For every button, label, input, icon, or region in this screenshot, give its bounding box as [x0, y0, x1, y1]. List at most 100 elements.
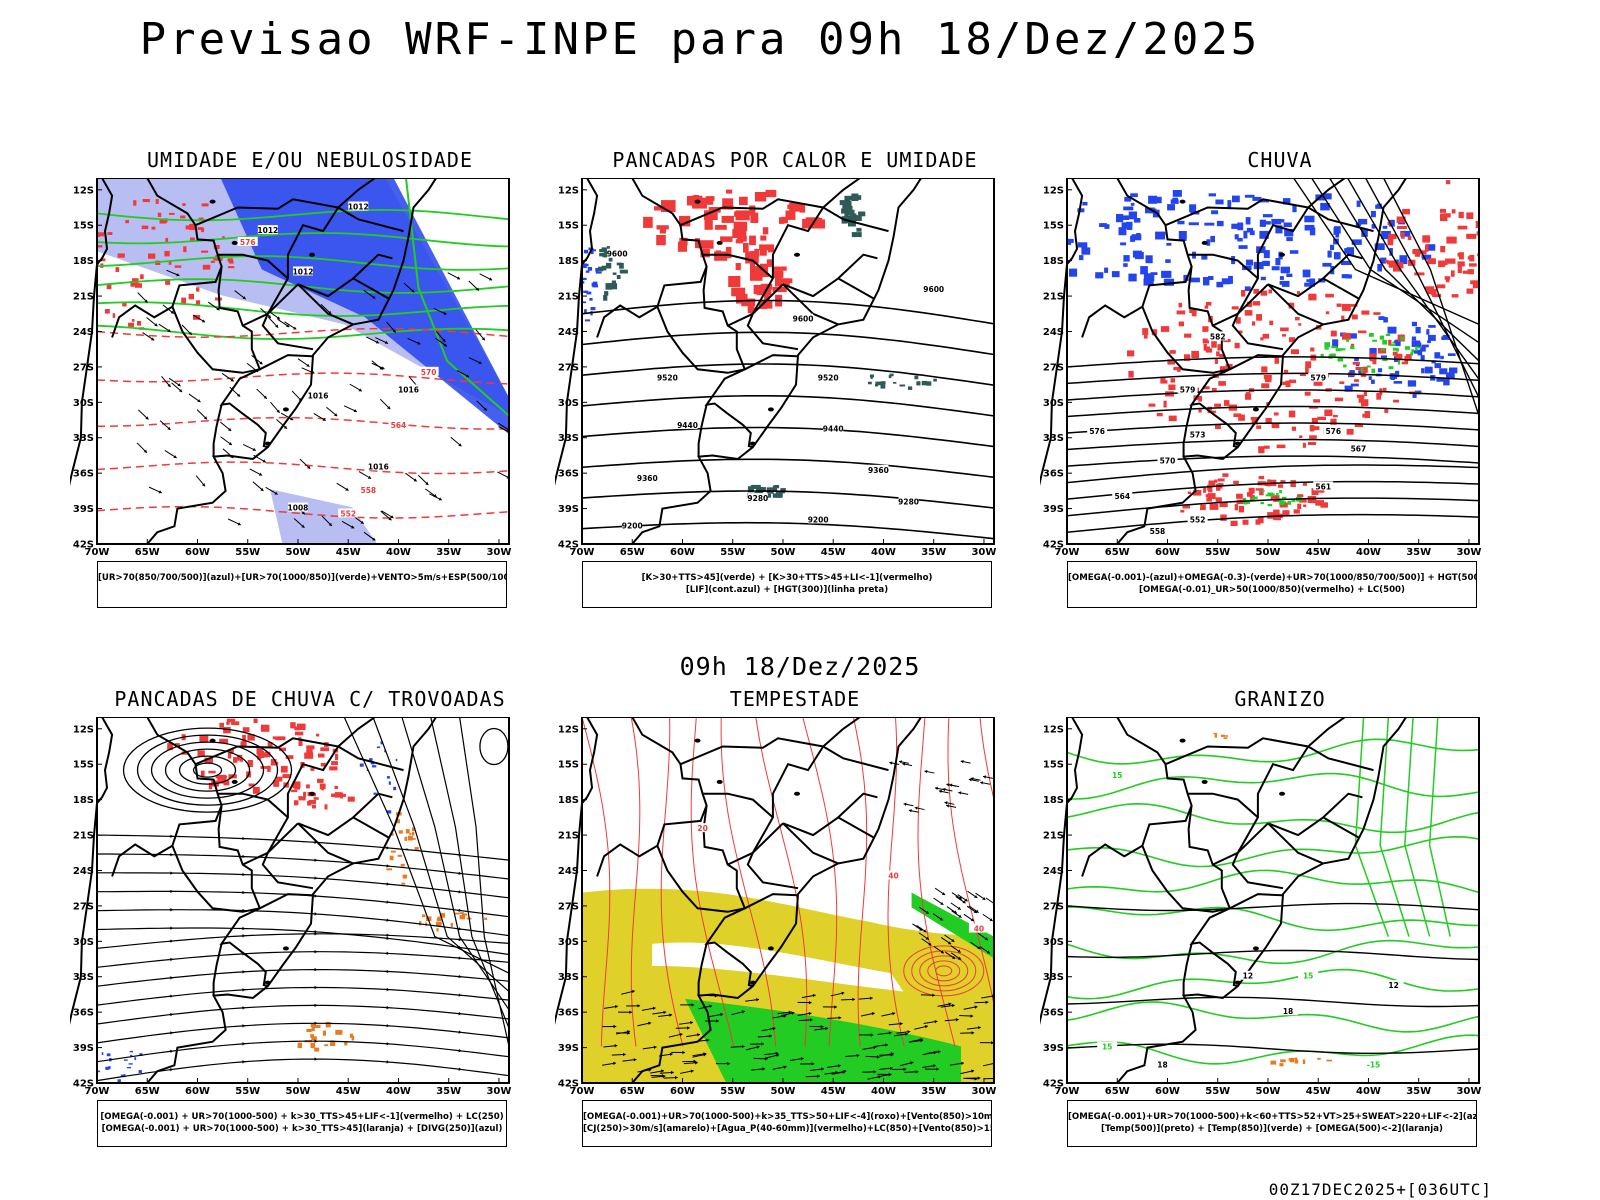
temp500-contour: [1067, 1043, 1479, 1054]
lon-label: 70W: [570, 547, 595, 558]
blue-cell: [1143, 273, 1155, 282]
lon-label: 70W: [85, 1086, 110, 1097]
wind-vector: [888, 1031, 892, 1035]
red-cell: [157, 212, 162, 217]
lat-label: 27S: [73, 362, 94, 373]
contour-label: 9200: [808, 515, 829, 524]
wind-vector: [809, 1018, 813, 1022]
contour-label: 558: [360, 486, 376, 495]
red-cell: [1451, 294, 1459, 298]
blue-cell: [1428, 325, 1436, 328]
red-cell: [1358, 397, 1365, 403]
red-cell: [1352, 361, 1360, 365]
red-cell: [1231, 306, 1239, 310]
red-cell: [1274, 495, 1280, 502]
blue-cell: [123, 1074, 126, 1078]
red-cell: [175, 743, 180, 748]
red-cell: [1203, 344, 1207, 348]
wind-vector: [322, 417, 326, 421]
orange-cell: [405, 848, 409, 850]
red-cell: [313, 797, 319, 800]
red-cell: [1285, 380, 1291, 388]
red-cell: [1334, 397, 1344, 402]
state-border: [702, 792, 774, 819]
red-cell: [1258, 446, 1265, 454]
red-cell: [1291, 426, 1296, 431]
red-cell: [1218, 381, 1226, 386]
red-cell: [253, 718, 258, 724]
wind-vector: [947, 941, 952, 945]
wind-vector: [873, 1045, 877, 1050]
green-cell: [1371, 368, 1376, 374]
blue-cell: [1067, 238, 1072, 245]
lon-label: 50W: [285, 1086, 310, 1097]
coastline-west: [1040, 803, 1068, 1025]
red-cell: [285, 755, 294, 760]
red-cell: [1361, 399, 1369, 407]
red-cell: [1288, 379, 1297, 384]
lake: [264, 441, 271, 446]
red-cell: [1245, 392, 1251, 398]
state-border: [1307, 717, 1372, 748]
wind-vector: [951, 938, 955, 942]
streamline-850: [947, 717, 994, 1008]
temp850-contour: [1404, 717, 1431, 937]
blue-cell: [584, 309, 587, 314]
teal-cell: [858, 211, 866, 217]
red-cell: [1436, 284, 1446, 289]
red-cell: [1457, 225, 1468, 230]
contour-label: 573: [1190, 430, 1206, 439]
blue-cell: [1252, 196, 1262, 201]
teal-cell: [921, 380, 928, 386]
green-cell: [1320, 353, 1324, 358]
blue-cell: [1132, 250, 1142, 258]
blue-cell: [585, 270, 590, 273]
coastline-east: [146, 717, 438, 1084]
blue-cell: [359, 763, 364, 767]
wind-vector: [889, 1066, 893, 1070]
blue-cell: [1413, 350, 1420, 354]
red-cell: [776, 278, 790, 287]
red-cell: [1269, 320, 1274, 325]
blue-cell: [1238, 245, 1248, 249]
wind-vector: [973, 910, 977, 913]
wind-vector: [488, 277, 493, 281]
green-cell: [1382, 358, 1388, 361]
state-border: [596, 717, 708, 877]
red-cell: [1401, 361, 1408, 365]
contour-label: 15: [1102, 1043, 1112, 1052]
lat-label: 33S: [73, 972, 94, 983]
state-border: [596, 178, 708, 338]
teal-cell: [602, 252, 611, 258]
teal-cell: [609, 283, 618, 290]
red-cell: [320, 747, 330, 752]
lat-label: 21S: [73, 292, 94, 303]
wind-vector: [769, 1034, 772, 1038]
state-border: [782, 277, 874, 300]
height-contour: [1067, 422, 1479, 434]
lat-label: 42S: [1043, 540, 1064, 551]
height-contour: [1067, 372, 1479, 385]
green-cell: [1330, 353, 1336, 358]
wind-vector: [985, 897, 994, 905]
orange-cell: [437, 916, 441, 920]
flow-arrow: [170, 1012, 174, 1017]
blue-cell: [1128, 211, 1137, 220]
red-cell: [227, 752, 232, 759]
wind-vector: [203, 416, 208, 420]
teal-cell: [845, 199, 851, 203]
state-border: [1231, 822, 1284, 890]
red-cell: [142, 199, 150, 203]
streamline: [97, 1004, 509, 1025]
orange-cell: [297, 1042, 303, 1048]
red-cell: [196, 287, 200, 292]
red-cell: [1215, 424, 1221, 429]
red-cell: [1198, 409, 1202, 413]
flow-arrow: [170, 939, 174, 943]
blue-cell: [1271, 218, 1282, 225]
blue-cell: [97, 1070, 101, 1073]
red-cell: [278, 736, 286, 741]
red-cell: [1156, 412, 1163, 417]
humid-south-area: [270, 489, 378, 544]
lat-label: 21S: [558, 831, 579, 842]
